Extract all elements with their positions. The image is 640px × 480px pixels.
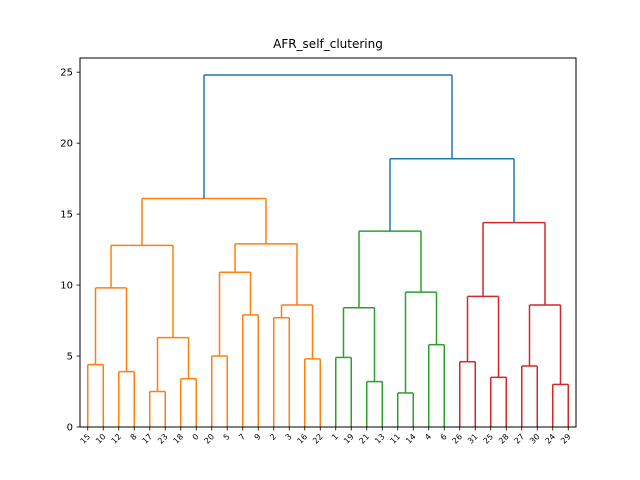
- dendrogram-links: [87, 74, 569, 427]
- chart-title: AFR_self_clutering: [273, 37, 383, 51]
- y-tick-label: 20: [60, 139, 73, 150]
- leaf-label: 8: [129, 432, 139, 442]
- y-tick-label: 15: [60, 210, 73, 221]
- dendrogram-link-30: [203, 74, 453, 199]
- y-axis: 0 5 10 15 20 25: [60, 68, 80, 434]
- leaf-label: 1: [330, 432, 340, 442]
- y-tick-label: 25: [60, 68, 73, 79]
- y-tick-label: 10: [60, 281, 73, 292]
- leaf-label: 2: [268, 432, 278, 442]
- leaf-label: 4: [423, 432, 433, 442]
- leaf-label: 0: [191, 432, 201, 442]
- leaf-label: 5: [222, 432, 232, 442]
- plot-frame: [79, 57, 577, 428]
- leaf-label: 7: [237, 432, 247, 442]
- y-tick-label: 0: [67, 423, 73, 434]
- leaf-label: 9: [253, 432, 263, 442]
- leaf-label: 3: [284, 432, 294, 442]
- y-tick-label: 5: [67, 352, 73, 363]
- x-axis: 15 10 12 8 17 23 18 0 20 5 7 9 2 3 16 22 1 19 21 13 11 14 4 6 26…: [79, 427, 573, 446]
- leaf-label: 6: [439, 432, 449, 442]
